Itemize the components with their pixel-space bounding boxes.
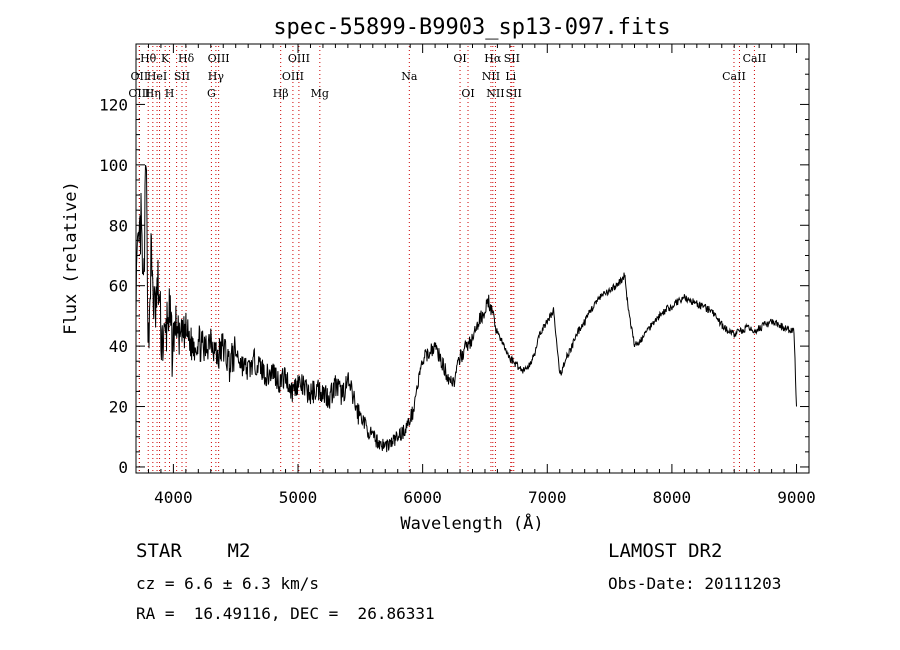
y-tick-label: 40 (109, 337, 128, 356)
y-tick-label: 20 (109, 398, 128, 417)
y-tick-label: 80 (109, 216, 128, 235)
line-markers (138, 46, 755, 473)
x-tick-label: 7000 (528, 488, 567, 507)
line-marker-label: Hβ (273, 87, 289, 100)
survey-name: LAMOST DR2 (608, 540, 723, 562)
line-marker-label: HeI (147, 70, 167, 83)
line-marker-label: OII (131, 70, 149, 83)
y-axis-ticks: 0 20 40 60 80 100 120 (99, 43, 809, 477)
line-marker-label: G (207, 87, 216, 100)
line-marker-label: H (165, 87, 175, 100)
line-marker-label: OI (453, 52, 466, 65)
line-marker-labels: OII OIII Hθ Hη HeI K H SII Hδ G Hγ OIII Hβ OIII OIII Mg… (128, 52, 766, 100)
x-axis-label: Wavelength (Å) (400, 512, 543, 534)
y-axis-label: Flux (relative) (61, 181, 81, 335)
line-marker-label: OIII (208, 52, 230, 65)
line-marker-label: Hα (484, 52, 502, 65)
line-marker-label: Na (401, 70, 418, 83)
line-marker-label: Li (505, 70, 516, 83)
x-tick-label: 5000 (279, 488, 318, 507)
line-marker-label: Hη (145, 87, 161, 100)
x-tick-label: 9000 (777, 488, 816, 507)
line-marker-label: SII (174, 70, 190, 83)
plot-frame (135, 43, 810, 474)
line-marker-label: Hγ (208, 70, 225, 83)
line-marker-label: OIII (128, 87, 150, 100)
sky-coordinates: RA = 16.49116, DEC = 26.86331 (136, 604, 435, 623)
line-marker-label: SII (506, 87, 522, 100)
object-class: STAR M2 (136, 540, 251, 562)
observation-date: Obs-Date: 20111203 (608, 574, 782, 593)
y-tick-label: 60 (109, 277, 128, 296)
x-tick-label: 6000 (403, 488, 442, 507)
x-axis-ticks: 4000 5000 6000 7000 8000 9000 (135, 44, 816, 507)
spectrum-line (135, 164, 797, 453)
y-tick-label: 0 (118, 458, 128, 477)
line-marker-label: Mg (311, 87, 329, 100)
line-marker-label: K (161, 52, 170, 65)
x-tick-label: 8000 (653, 488, 692, 507)
line-marker-label: Hθ (140, 52, 157, 65)
chart-title: spec-55899-B9903_sp13-097.fits (273, 15, 670, 40)
line-marker-label: Hδ (178, 52, 195, 65)
y-tick-label: 120 (99, 95, 128, 114)
redshift-velocity: cz = 6.6 ± 6.3 km/s (136, 574, 320, 593)
line-marker-label: OIII (288, 52, 310, 65)
line-marker-label: OIII (282, 70, 304, 83)
y-tick-label: 100 (99, 156, 128, 175)
x-tick-label: 4000 (154, 488, 193, 507)
line-marker-label: NII (486, 87, 504, 100)
line-marker-label: CaII (743, 52, 767, 65)
line-marker-label: NII (482, 70, 500, 83)
line-marker-label: OI (461, 87, 474, 100)
line-marker-label: SII (504, 52, 520, 65)
line-marker-label: CaII (722, 70, 746, 83)
